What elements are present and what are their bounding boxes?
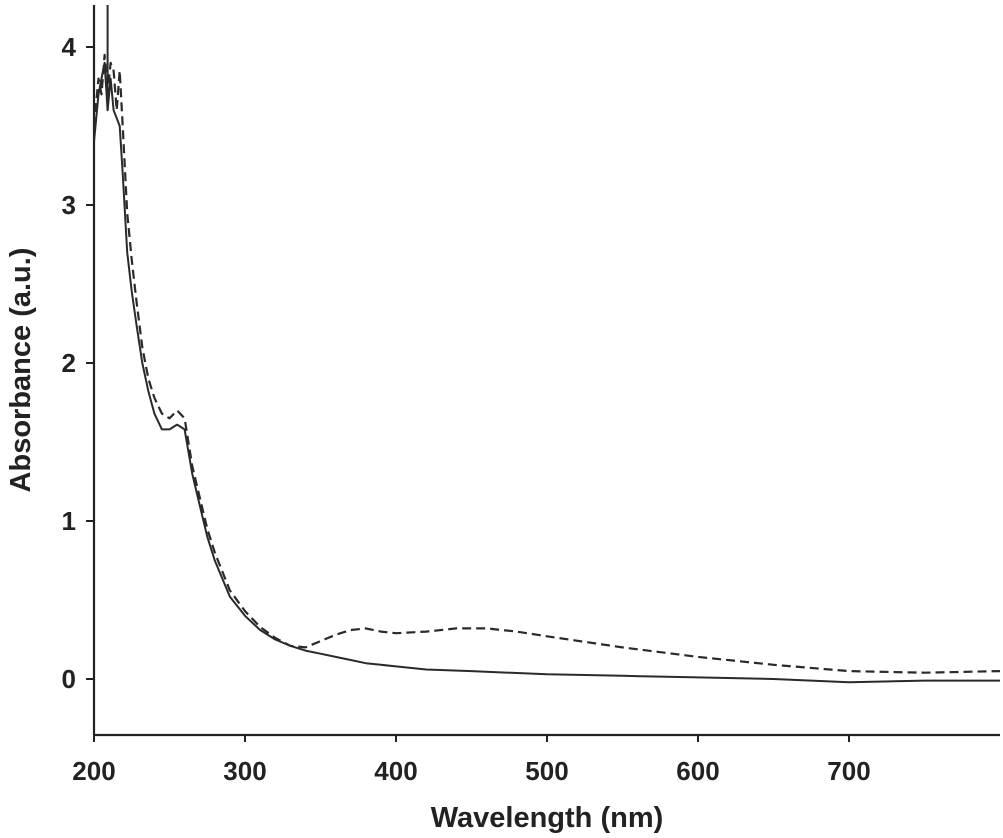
x-tick-label: 200 bbox=[72, 756, 115, 786]
y-tick-label: 3 bbox=[62, 190, 76, 220]
y-tick-label: 4 bbox=[62, 32, 77, 62]
x-tick-label: 300 bbox=[223, 756, 266, 786]
series-dashed-line bbox=[92, 53, 1001, 674]
x-tick-label: 500 bbox=[525, 756, 568, 786]
series-solid-line bbox=[93, 61, 1000, 684]
series-group bbox=[92, 5, 1001, 684]
y-tick-label: 0 bbox=[62, 664, 76, 694]
y-axis-title: Absorbance (a.u.) bbox=[5, 248, 37, 493]
x-tick-label: 600 bbox=[676, 756, 719, 786]
x-ticks: 200 300 400 500 600 700 bbox=[72, 735, 871, 786]
y-ticks: 0 1 2 3 4 bbox=[62, 32, 94, 694]
axes bbox=[92, 5, 1000, 737]
y-tick-label: 2 bbox=[62, 348, 76, 378]
y-tick-label: 1 bbox=[62, 506, 76, 536]
x-tick-label: 400 bbox=[374, 756, 417, 786]
x-axis-title: Wavelength (nm) bbox=[431, 802, 664, 834]
x-tick-label: 700 bbox=[827, 756, 870, 786]
